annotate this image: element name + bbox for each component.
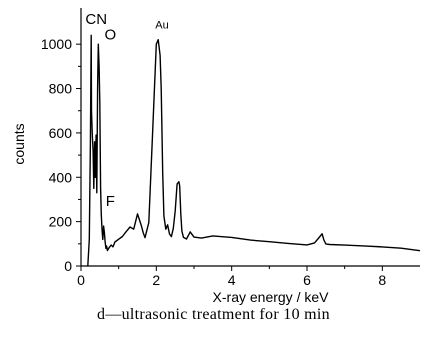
peak-label-au: Au: [155, 20, 168, 32]
x-tick-label: 4: [228, 272, 236, 288]
y-axis-title: counts: [11, 123, 27, 164]
peak-label-f: F: [106, 193, 115, 210]
y-tick-label: 200: [49, 214, 73, 230]
y-tick-label: 0: [64, 258, 72, 274]
x-axis-title: X-ray energy / keV: [213, 289, 330, 305]
chart-ticks: 0 2 4 6 8 0 200 400 600 800 1000: [41, 36, 387, 288]
y-tick-label: 1000: [41, 36, 72, 52]
x-tick-label: 2: [152, 272, 160, 288]
peak-label-n: N: [96, 11, 107, 28]
x-tick-label: 0: [77, 272, 85, 288]
chart-annotations: C NO F Au: [85, 11, 168, 210]
y-tick-label: 600: [49, 125, 73, 141]
y-tick-label: 800: [49, 81, 73, 97]
chart-axes: [80, 8, 420, 267]
x-tick-label: 8: [378, 272, 386, 288]
y-tick-label: 400: [49, 169, 73, 185]
figure-caption: d—ultrasonic treatment for 10 min: [97, 306, 330, 323]
chart-series: [87, 34, 421, 267]
spectrum-line-0: [87, 34, 421, 267]
peak-label-c: C: [85, 11, 96, 28]
peak-label-o: O: [105, 27, 117, 44]
x-tick-label: 6: [303, 272, 311, 288]
